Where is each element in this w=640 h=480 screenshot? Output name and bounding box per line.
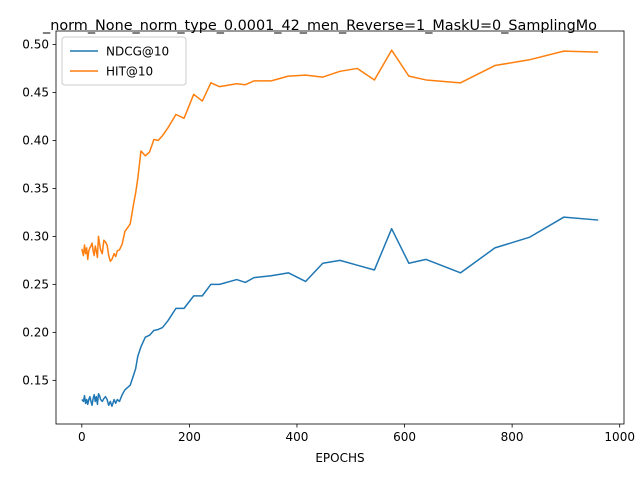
x-tick-label: 200 (178, 430, 201, 444)
y-tick-label: 0.50 (22, 38, 49, 52)
legend: NDCG@10 HIT@10 (61, 36, 187, 86)
series-line-ndcg-10 (81, 216, 599, 407)
legend-label-ndcg-10: NDCG@10 (106, 44, 169, 58)
plot-frame (55, 30, 625, 425)
y-tick-label: 0.15 (22, 374, 49, 388)
x-tick-label: 600 (393, 430, 416, 444)
x-tick-label: 0 (78, 430, 86, 444)
series-line-hit-10 (81, 49, 599, 263)
y-tick-label: 0.45 (22, 86, 49, 100)
chart-title: _norm_None_norm_type_0.0001_42_men_Rever… (42, 18, 597, 34)
x-tick-label: 800 (501, 430, 524, 444)
x-tick-label: 400 (286, 430, 309, 444)
y-tick-label: 0.35 (22, 182, 49, 196)
legend-box (61, 36, 187, 86)
x-tick-label: 1000 (604, 430, 635, 444)
y-tick-label: 0.30 (22, 230, 49, 244)
x-axis-label: EPOCHS (315, 451, 364, 465)
y-tick-label: 0.40 (22, 134, 49, 148)
legend-label-hit-10: HIT@10 (106, 64, 153, 78)
axis-ticks: 0 200 400 600 800 1000 0.15 0.20 0.25 0.30 0.35 0.4… (22, 38, 635, 444)
y-tick-label: 0.20 (22, 326, 49, 340)
y-tick-label: 0.25 (22, 278, 49, 292)
